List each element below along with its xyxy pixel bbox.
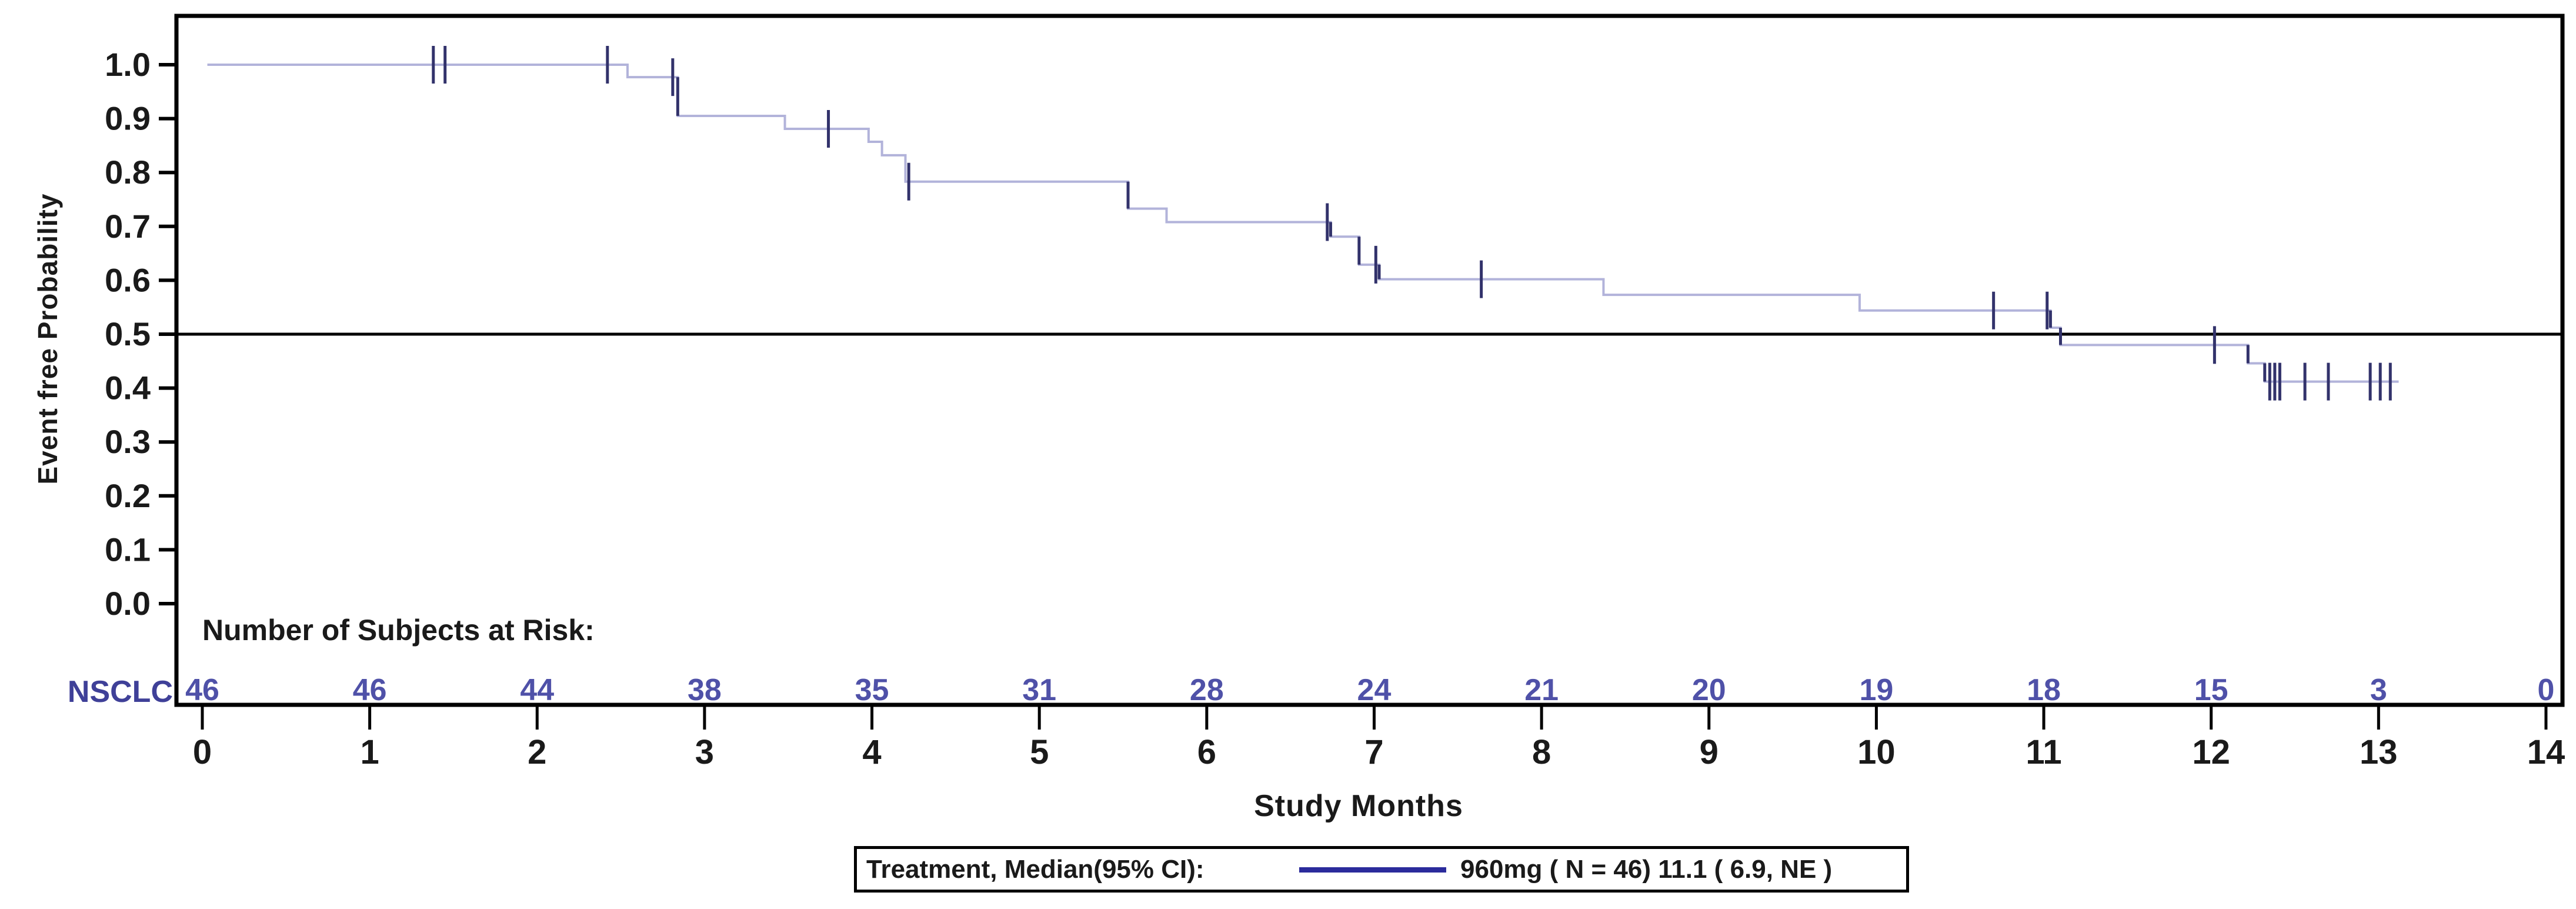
- x-tick-label: 14: [2527, 733, 2565, 771]
- x-tick-label: 10: [1857, 733, 1896, 771]
- legend-label: Treatment, Median(95% CI):: [866, 855, 1204, 884]
- y-tick-label: 0.3: [105, 423, 151, 460]
- y-tick-label: 0.2: [105, 477, 151, 514]
- x-tick-label: 7: [1364, 733, 1383, 771]
- risk-count: 21: [1524, 673, 1559, 707]
- risk-count: 46: [185, 673, 219, 707]
- y-tick-label: 0.5: [105, 315, 151, 352]
- risk-count: 19: [1859, 673, 1893, 707]
- risk-count: 24: [1357, 673, 1392, 707]
- x-tick-label: 5: [1030, 733, 1049, 771]
- risk-row-label: NSCLC: [67, 675, 173, 709]
- x-tick-label: 8: [1532, 733, 1551, 771]
- y-axis-title: Event free Probability: [32, 193, 63, 485]
- x-tick-label: 3: [695, 733, 714, 771]
- x-tick-label: 0: [193, 733, 212, 771]
- x-tick-label: 4: [862, 733, 881, 771]
- risk-count: 28: [1190, 673, 1224, 707]
- risk-count: 46: [353, 673, 387, 707]
- risk-count: 18: [2027, 673, 2061, 707]
- risk-table-header: Number of Subjects at Risk:: [202, 614, 595, 647]
- y-tick-label: 0.1: [105, 531, 151, 568]
- risk-count: 20: [1692, 673, 1726, 707]
- y-tick-label: 0.4: [105, 369, 151, 407]
- y-tick-label: 0.7: [105, 208, 151, 245]
- x-tick-label: 6: [1197, 733, 1216, 771]
- legend-line-sample-icon: [1299, 867, 1446, 873]
- legend-entry: 960mg ( N = 46) 11.1 ( 6.9, NE ): [1460, 855, 1833, 884]
- x-tick-label: 12: [2192, 733, 2230, 771]
- risk-count: 3: [2370, 673, 2387, 707]
- plot-frame: [174, 14, 2565, 707]
- risk-count: 31: [1022, 673, 1056, 707]
- y-tick-label: 1.0: [105, 46, 151, 83]
- x-tick-label: 1: [361, 733, 379, 771]
- legend: Treatment, Median(95% CI): 960mg ( N = 4…: [854, 846, 1909, 893]
- x-tick-label: 11: [2026, 733, 2061, 771]
- x-tick-label: 2: [528, 733, 546, 771]
- y-tick-label: 0.0: [105, 585, 151, 622]
- risk-count: 44: [520, 673, 554, 707]
- y-tick-label: 0.8: [105, 154, 151, 191]
- x-tick-label: 9: [1700, 733, 1719, 771]
- y-tick-label: 0.6: [105, 261, 151, 298]
- x-tick-label: 13: [2360, 733, 2398, 771]
- risk-count: 15: [2194, 673, 2228, 707]
- risk-count: 38: [688, 673, 722, 707]
- risk-count: 35: [855, 673, 889, 707]
- risk-count: 0: [2537, 673, 2554, 707]
- x-axis-title: Study Months: [1254, 789, 1463, 823]
- y-tick-label: 0.9: [105, 100, 151, 137]
